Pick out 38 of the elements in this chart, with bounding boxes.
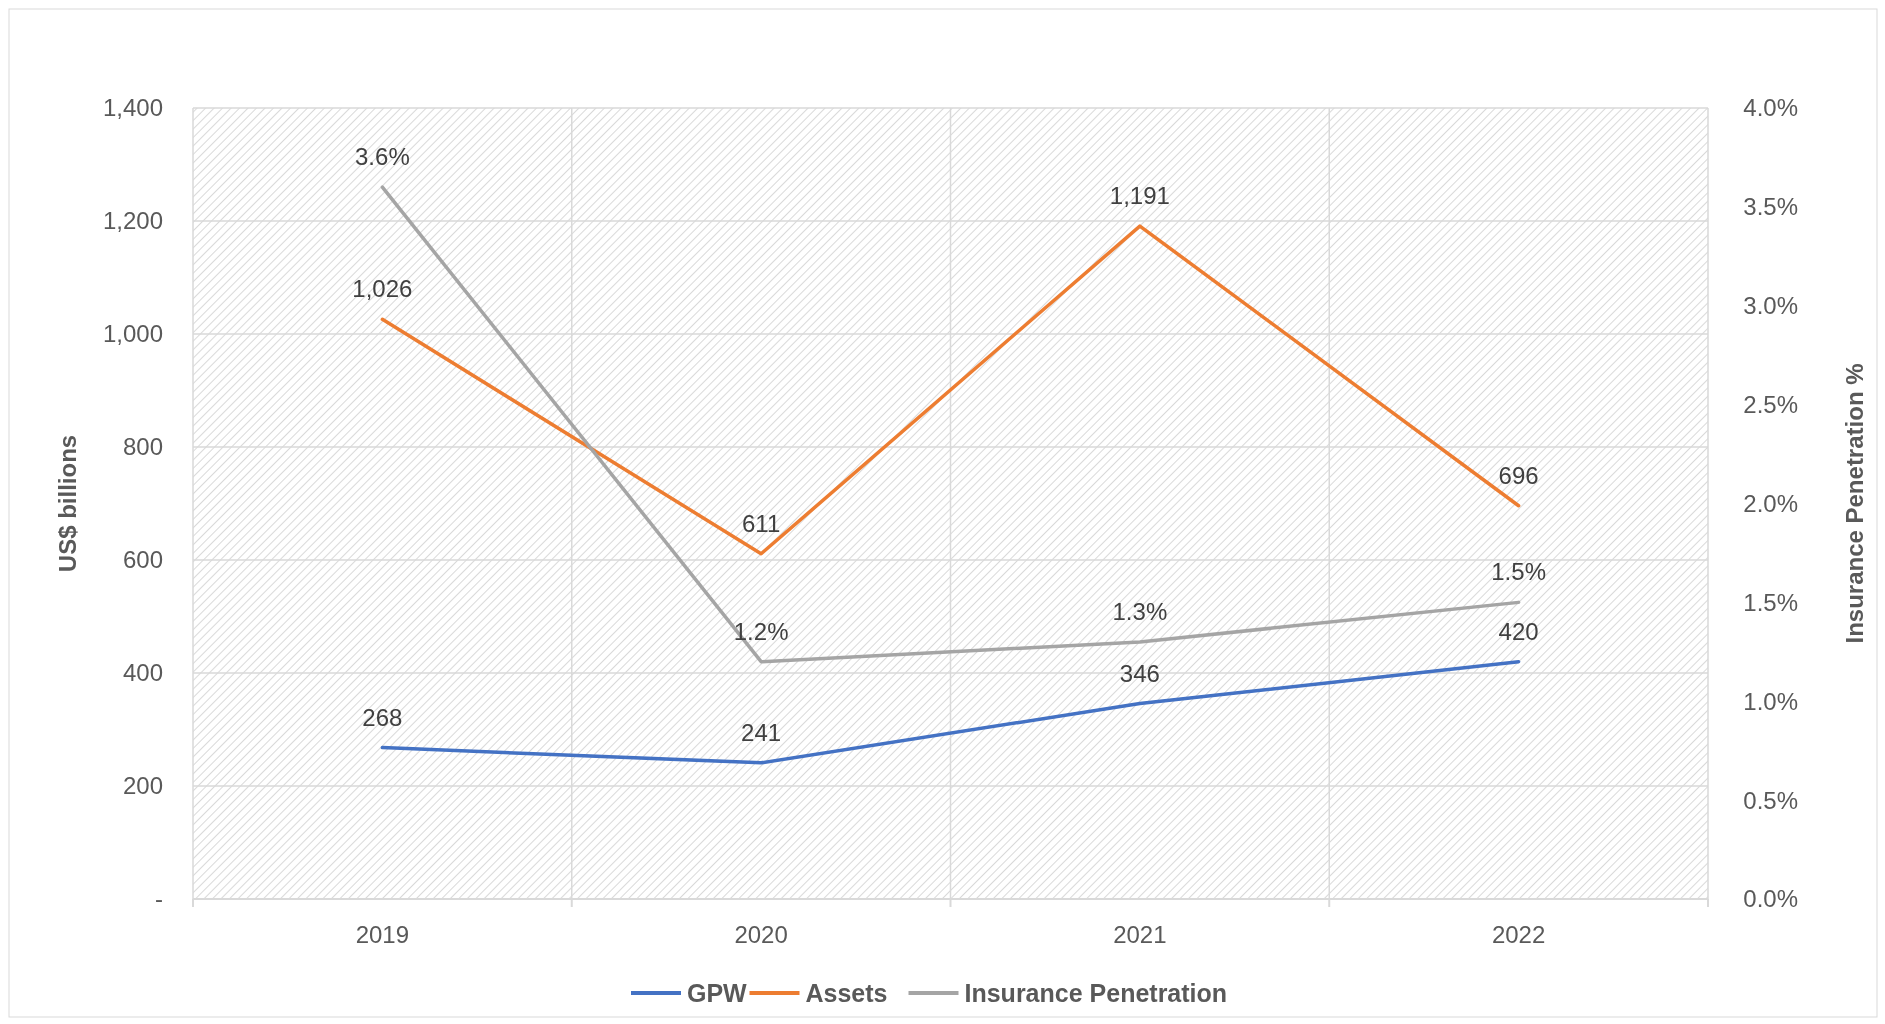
y2-tick-label: 0.0% xyxy=(1743,885,1798,913)
y2-tick-label: 2.0% xyxy=(1743,489,1798,517)
x-tick-label: 2020 xyxy=(734,921,788,948)
y-tick-label: 800 xyxy=(122,433,163,461)
y2-tick-label: 3.5% xyxy=(1743,193,1798,221)
x-tick-label: 2022 xyxy=(1491,921,1546,948)
data-label: 1,191 xyxy=(1109,182,1170,210)
y2-tick-label: 2.5% xyxy=(1743,391,1798,419)
data-label: 268 xyxy=(362,703,403,731)
data-label: 241 xyxy=(741,718,782,746)
data-label: 420 xyxy=(1498,617,1539,645)
y2-axis-title: Insurance Penetration % xyxy=(1841,363,1868,644)
y2-tick-label: 1.5% xyxy=(1743,588,1798,616)
y-tick-label: 1,200 xyxy=(102,207,163,235)
legend-label: Assets xyxy=(805,978,888,1007)
y-tick-label: 400 xyxy=(122,659,163,687)
y-tick-label: 1,000 xyxy=(102,320,163,348)
data-label: 1.5% xyxy=(1491,558,1546,586)
legend-label: Insurance Penetration xyxy=(964,978,1228,1007)
legend-label: GPW xyxy=(687,978,748,1007)
y2-tick-label: 1.0% xyxy=(1743,687,1798,715)
y2-tick-label: 3.0% xyxy=(1743,292,1798,320)
data-label: 1.3% xyxy=(1112,597,1168,625)
data-label: 611 xyxy=(741,509,781,537)
x-tick-label: 2021 xyxy=(1113,921,1167,948)
y2-tick-label: 4.0% xyxy=(1743,94,1798,122)
y-tick-label: 200 xyxy=(122,772,163,800)
y2-tick-label: 0.5% xyxy=(1743,786,1798,814)
data-label: 696 xyxy=(1498,461,1539,489)
x-tick-label: 2019 xyxy=(355,921,410,948)
data-label: 1,026 xyxy=(352,275,413,303)
y-tick-label: 1,400 xyxy=(102,94,163,122)
data-label: 3.6% xyxy=(355,143,410,171)
y-tick-label: - xyxy=(155,885,163,913)
data-label: 346 xyxy=(1119,659,1160,687)
y-axis-title: US$ billions xyxy=(54,434,81,573)
y-tick-label: 600 xyxy=(122,546,163,574)
data-label: 1.2% xyxy=(733,617,789,645)
